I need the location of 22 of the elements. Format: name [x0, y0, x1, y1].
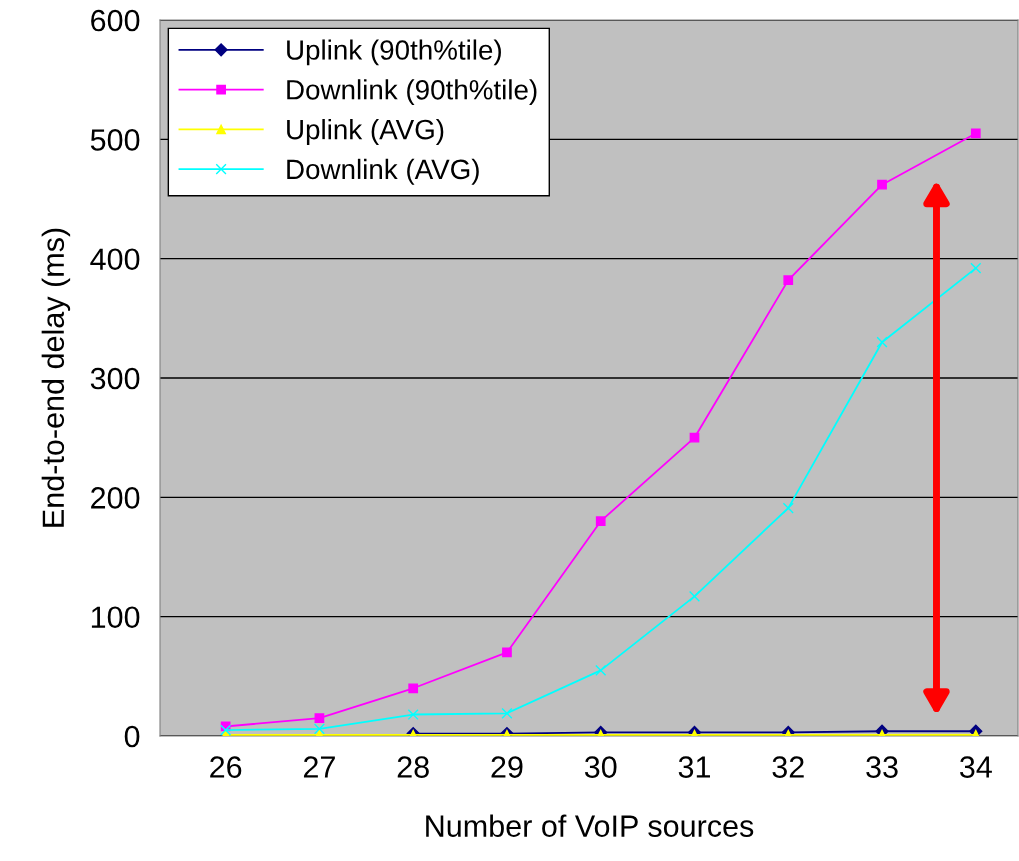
x-tick-label: 27 — [303, 756, 335, 778]
y-tick-label: 200 — [91, 487, 140, 509]
x-tick-label: 28 — [397, 756, 429, 778]
y-tick-label: 600 — [91, 9, 140, 32]
x-tick-label: 34 — [959, 756, 992, 778]
x-tick-label: 26 — [210, 756, 242, 778]
y-tick-label: 300 — [90, 367, 140, 390]
x-tick-label: 33 — [866, 756, 898, 778]
x-axis-title: Number of VoIP sources — [426, 814, 754, 837]
y-axis-title: End-to-end delay (ms) — [41, 228, 71, 527]
legend-label: Uplink (90th%tile) — [287, 39, 501, 66]
y-tick-label: 100 — [91, 606, 140, 629]
y-tick-label: 0 — [124, 725, 140, 748]
x-tick-label: 30 — [584, 756, 617, 778]
x-tick-label: 32 — [772, 756, 804, 778]
x-tick-label: 29 — [491, 756, 523, 778]
y-tick-label: 500 — [90, 129, 140, 151]
legend-label: Uplink (AVG) — [287, 119, 444, 145]
y-tick-label: 400 — [90, 248, 140, 271]
legend-label: Downlink (AVG) — [287, 158, 479, 185]
legend-label: Downlink (90th%tile) — [287, 79, 537, 106]
x-tick-label: 31 — [678, 756, 710, 778]
